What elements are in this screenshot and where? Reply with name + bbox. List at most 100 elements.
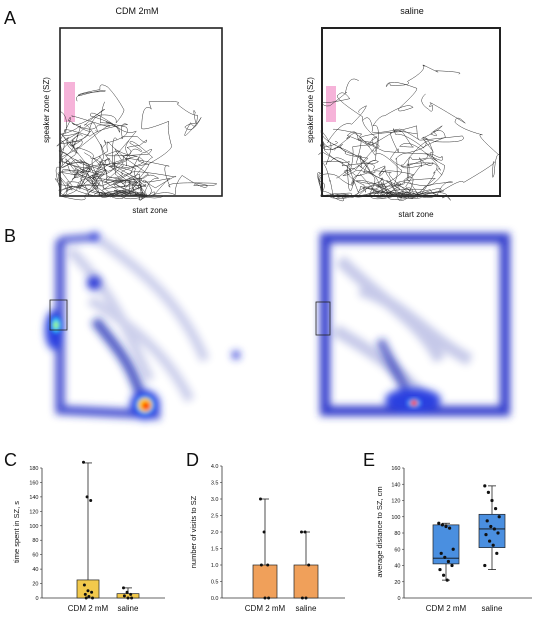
trajectory-path <box>389 125 441 198</box>
data-point <box>122 586 125 590</box>
track-title-cdm: CDM 2mM <box>116 6 159 16</box>
trajectory-path <box>332 128 444 197</box>
data-point <box>85 495 89 499</box>
data-point <box>486 490 490 494</box>
data-point <box>443 555 447 559</box>
y-tick-label: 160 <box>391 466 400 472</box>
data-point <box>303 530 307 534</box>
y-tick-label: 40 <box>32 567 38 573</box>
data-point <box>125 590 129 594</box>
data-point <box>483 563 487 568</box>
trajectory-path <box>321 141 445 200</box>
y-tick-label: 0.0 <box>211 596 219 602</box>
y-tick-label: 3.0 <box>211 497 219 503</box>
trajectory-path <box>71 108 142 197</box>
tracks-saline <box>317 64 501 202</box>
y-tick-label: 3.5 <box>211 481 219 487</box>
track-panel-cdm: CDM 2mM speaker zone (SZ) start zone <box>42 6 223 215</box>
data-point <box>122 594 126 598</box>
data-point <box>84 596 88 600</box>
track-panel-saline: saline speaker zone (SZ) start zone <box>306 6 501 219</box>
trajectory-path <box>406 162 451 201</box>
bar <box>76 579 100 599</box>
data-point <box>490 498 494 503</box>
y-tick-label: 100 <box>29 524 38 530</box>
data-point <box>267 596 271 600</box>
y-tick-label: 4.0 <box>211 464 219 470</box>
start-zone-label-saline: start zone <box>398 210 434 219</box>
data-point <box>444 524 448 529</box>
data-point <box>439 551 443 555</box>
trajectory-path <box>334 132 411 197</box>
data-point <box>485 519 489 523</box>
data-point <box>491 543 495 547</box>
panel-label-a: A <box>4 8 16 28</box>
y-tick-label: 1.0 <box>211 563 219 569</box>
data-point <box>300 530 303 534</box>
panel-label-c: C <box>4 450 17 470</box>
ylabel-e: average distance to SZ, cm <box>375 486 384 577</box>
y-tick-label: 180 <box>29 466 38 472</box>
data-point <box>91 596 94 600</box>
box <box>478 513 506 548</box>
data-point <box>90 590 94 594</box>
heatmap-saline <box>315 233 510 416</box>
y-tick-label: 20 <box>32 582 38 588</box>
trajectory-path <box>318 173 416 198</box>
chart-visits-to-sz: number of visits to SZ 0.0 0.5 1.0 1.5 2.0 2.… <box>189 464 345 613</box>
trajectory-path <box>57 140 159 197</box>
trajectory-path <box>60 122 142 197</box>
data-point <box>126 596 130 600</box>
data-point <box>266 563 270 567</box>
speaker-zone-label-cdm: speaker zone (SZ) <box>42 77 51 143</box>
data-point <box>497 515 501 519</box>
x-category-label: saline <box>296 604 317 613</box>
y-tick-label: 160 <box>29 480 38 486</box>
y-tick-label: 120 <box>29 509 38 515</box>
data-point <box>492 527 496 531</box>
start-zone-label-cdm: start zone <box>132 206 168 215</box>
y-tick-label: 140 <box>29 495 38 501</box>
trajectory-path <box>55 147 149 197</box>
data-point <box>82 583 86 587</box>
trajectory-path <box>91 155 165 201</box>
y-tick-label: 60 <box>32 553 38 559</box>
data-point <box>437 521 441 525</box>
arena-border-cdm <box>59 27 223 197</box>
bar <box>293 564 319 599</box>
trajectory-path <box>56 115 149 197</box>
speaker-zone-cdm <box>64 82 75 122</box>
data-point <box>445 578 449 582</box>
y-tick-label: 2.0 <box>211 530 219 536</box>
trajectory-path <box>66 159 149 197</box>
data-point <box>496 531 500 535</box>
heatmap-cdm <box>45 232 240 420</box>
track-title-saline: saline <box>400 6 424 16</box>
y-tick-label: 0 <box>397 596 400 602</box>
y-tick-label: 1.5 <box>211 547 219 553</box>
data-point <box>87 595 91 599</box>
y-tick-label: 40 <box>394 564 400 570</box>
arena-border-saline <box>321 27 501 197</box>
data-point <box>89 499 93 502</box>
data-point <box>130 596 134 600</box>
speaker-zone-label-saline: speaker zone (SZ) <box>306 77 315 143</box>
data-point <box>450 563 454 568</box>
data-point <box>259 497 262 501</box>
trajectory-path <box>132 101 202 197</box>
ylabel-c: time spent in SZ, s <box>12 501 21 563</box>
trajectory-path <box>321 78 423 199</box>
data-point <box>300 596 304 600</box>
data-point <box>448 526 452 530</box>
panel-label-e: E <box>363 450 375 470</box>
chart-distance-to-sz: average distance to SZ, cm 0 20 40 60 80 100 1… <box>375 466 532 613</box>
trajectory-path <box>325 105 411 202</box>
panel-label-d: D <box>186 450 199 470</box>
trajectory-path <box>112 141 154 197</box>
trajectory-path <box>349 136 414 197</box>
trajectory-path <box>321 161 411 199</box>
data-point <box>438 567 442 572</box>
y-tick-label: 80 <box>394 531 400 537</box>
data-point <box>495 551 499 555</box>
